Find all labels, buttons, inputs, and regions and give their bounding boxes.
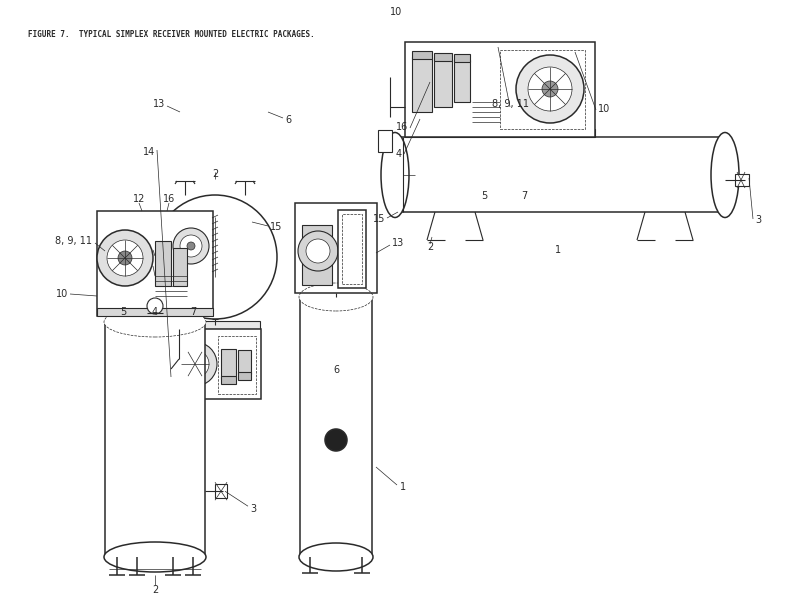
Text: 5: 5 (481, 191, 487, 201)
Bar (173, 329, 261, 399)
Circle shape (516, 55, 584, 123)
Text: 8, 9, 11: 8, 9, 11 (492, 99, 528, 109)
Bar (105, 322, 205, 557)
Circle shape (181, 350, 209, 378)
Text: 13: 13 (392, 238, 404, 248)
Bar (97, 308, 213, 316)
Bar (405, 42, 595, 137)
Circle shape (187, 242, 195, 250)
Bar (238, 350, 251, 374)
Text: 13: 13 (153, 99, 165, 109)
Text: 7: 7 (190, 307, 196, 317)
Text: 10: 10 (390, 7, 402, 17)
Circle shape (306, 239, 330, 263)
Circle shape (118, 251, 132, 265)
Circle shape (180, 235, 202, 257)
Text: 2: 2 (152, 585, 158, 595)
Bar (173, 248, 187, 286)
Circle shape (173, 342, 217, 386)
Bar (295, 203, 377, 293)
Text: 1: 1 (400, 482, 406, 492)
Bar (215, 484, 227, 498)
Bar (221, 376, 236, 384)
Bar (155, 241, 171, 286)
Bar (395, 137, 725, 212)
Text: 15: 15 (270, 222, 283, 232)
Bar (434, 53, 452, 61)
Text: 3: 3 (755, 215, 761, 225)
Bar (238, 372, 251, 380)
Bar (454, 54, 470, 62)
Bar (434, 59, 452, 107)
Circle shape (107, 240, 143, 276)
Bar (412, 57, 432, 112)
Text: 1: 1 (555, 245, 561, 255)
Bar (143, 308, 167, 391)
Circle shape (542, 81, 558, 97)
Ellipse shape (299, 283, 373, 311)
Circle shape (173, 228, 209, 264)
Text: 14: 14 (143, 147, 155, 157)
Circle shape (97, 230, 153, 286)
Circle shape (528, 67, 572, 111)
Circle shape (190, 359, 200, 369)
Text: 5: 5 (120, 307, 126, 317)
Ellipse shape (711, 133, 739, 217)
Ellipse shape (104, 542, 206, 572)
Text: 10: 10 (598, 104, 611, 114)
Text: 2: 2 (212, 169, 218, 179)
Circle shape (325, 429, 347, 451)
Bar (500, 50, 585, 129)
Circle shape (153, 195, 277, 319)
Text: 6: 6 (333, 365, 339, 375)
Bar (405, 129, 595, 137)
Bar (170, 321, 260, 329)
Bar (342, 214, 362, 284)
Circle shape (298, 231, 338, 271)
Text: 7: 7 (521, 191, 527, 201)
Ellipse shape (381, 133, 409, 217)
Text: 15: 15 (372, 214, 385, 224)
Text: 6: 6 (285, 115, 291, 125)
Bar (221, 349, 236, 379)
Text: 4: 4 (152, 307, 158, 317)
Text: 12: 12 (133, 194, 145, 204)
Bar (300, 297, 372, 557)
Bar (378, 130, 392, 152)
Bar (218, 336, 256, 394)
Text: 2: 2 (427, 242, 433, 252)
Text: 10: 10 (55, 289, 68, 299)
Bar (735, 174, 749, 186)
Bar (454, 60, 470, 102)
Ellipse shape (299, 543, 373, 571)
Bar (338, 210, 366, 288)
Text: 8, 9, 11: 8, 9, 11 (55, 236, 92, 246)
Text: 3: 3 (250, 504, 256, 514)
Text: 4: 4 (396, 149, 402, 159)
Bar (139, 302, 171, 397)
Bar (412, 51, 432, 59)
Text: 16: 16 (396, 122, 408, 132)
Ellipse shape (104, 307, 206, 337)
Text: 16: 16 (163, 194, 175, 204)
Bar (97, 211, 213, 316)
Bar (302, 225, 332, 285)
Text: FIGURE 7.  TYPICAL SIMPLEX RECEIVER MOUNTED ELECTRIC PACKAGES.: FIGURE 7. TYPICAL SIMPLEX RECEIVER MOUNT… (28, 30, 314, 39)
Circle shape (147, 298, 163, 314)
